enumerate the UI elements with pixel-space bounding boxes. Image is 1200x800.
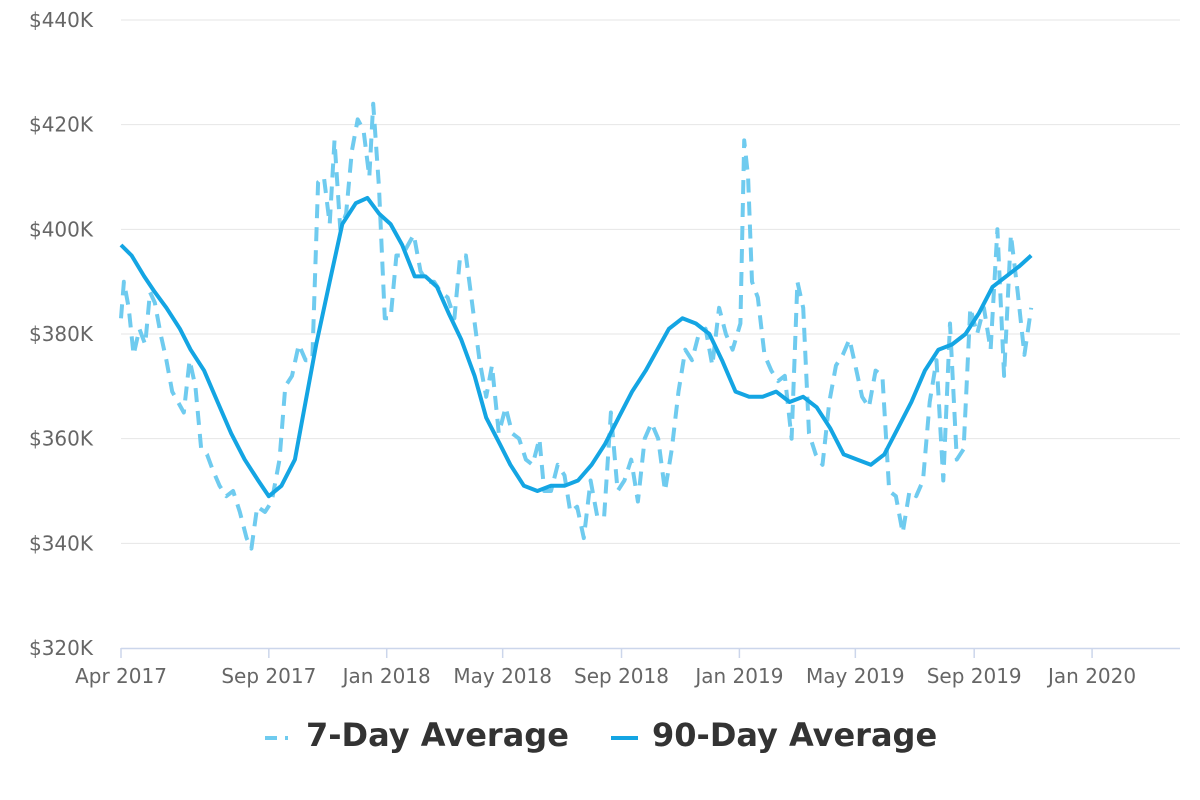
y-axis-labels: $320K $340K $360K $380K $400K $420K $440K [29,8,94,660]
series-line-7-day-average [119,101,1034,551]
x-tick-label: Jan 2019 [693,664,783,688]
y-tick-label: $440K [29,8,94,32]
x-tick-label: Sep 2017 [221,664,316,688]
x-tick-label: Sep 2018 [574,664,669,688]
x-tick-label: Apr 2017 [75,664,167,688]
series-line-90-day-average [119,195,1033,499]
legend: 7-Day Average 90-Day Average [265,716,937,754]
y-tick-label: $320K [29,636,94,660]
y-tick-label: $400K [29,217,94,241]
y-tick-label: $360K [29,427,94,451]
x-tick-label: Jan 2018 [341,664,431,688]
x-axis [120,647,1180,658]
x-tick-label: Jan 2020 [1046,664,1136,688]
legend-item-7-day[interactable]: 7-Day Average [265,716,569,754]
plot-area [119,101,1034,551]
legend-item-90-day[interactable]: 90-Day Average [611,716,937,754]
y-tick-label: $420K [29,113,94,137]
legend-label-7-day: 7-Day Average [306,716,569,754]
x-tick-label: May 2019 [806,664,905,688]
x-tick-label: May 2018 [453,664,552,688]
x-tick-label: Sep 2019 [927,664,1022,688]
x-axis-labels: Apr 2017 Sep 2017 Jan 2018 May 2018 Sep 2018… [75,664,1136,688]
legend-label-90-day: 90-Day Average [652,716,937,754]
y-tick-label: $340K [29,531,94,555]
y-tick-label: $380K [29,322,94,346]
